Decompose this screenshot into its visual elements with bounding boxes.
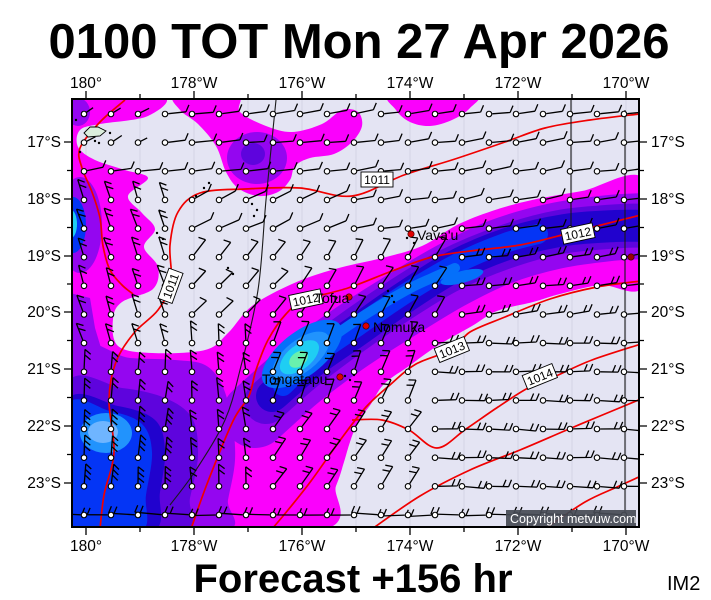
svg-text:22°S: 22°S: [651, 418, 685, 435]
svg-text:Vava'u: Vava'u: [417, 227, 458, 243]
svg-text:17°S: 17°S: [651, 134, 685, 151]
svg-text:Tongatapu: Tongatapu: [262, 371, 327, 387]
svg-text:176°W: 176°W: [279, 75, 326, 92]
svg-text:180°: 180°: [70, 75, 102, 92]
svg-text:23°S: 23°S: [27, 475, 61, 492]
svg-text:19°S: 19°S: [27, 248, 61, 265]
svg-text:20°S: 20°S: [27, 304, 61, 321]
svg-text:IM2: IM2: [667, 573, 700, 595]
svg-text:Copyright metvuw.com: Copyright metvuw.com: [510, 512, 636, 526]
svg-text:176°W: 176°W: [279, 538, 326, 555]
svg-text:22°S: 22°S: [27, 418, 61, 435]
svg-text:172°W: 172°W: [495, 538, 542, 555]
svg-text:174°W: 174°W: [387, 75, 434, 92]
svg-text:1012: 1012: [563, 224, 592, 243]
svg-text:172°W: 172°W: [495, 75, 542, 92]
svg-text:18°S: 18°S: [651, 191, 685, 208]
svg-text:170°W: 170°W: [603, 538, 650, 555]
svg-text:20°S: 20°S: [651, 304, 685, 321]
svg-text:1011: 1011: [364, 173, 390, 187]
svg-text:Nomuka: Nomuka: [373, 319, 425, 335]
svg-text:23°S: 23°S: [651, 475, 685, 492]
svg-text:178°W: 178°W: [171, 538, 218, 555]
svg-text:170°W: 170°W: [603, 75, 650, 92]
svg-text:0100 TOT Mon 27 Apr 2026: 0100 TOT Mon 27 Apr 2026: [49, 15, 670, 69]
svg-text:1012: 1012: [291, 290, 320, 309]
svg-text:21°S: 21°S: [27, 361, 61, 378]
svg-text:174°W: 174°W: [387, 538, 434, 555]
svg-text:18°S: 18°S: [27, 191, 61, 208]
svg-text:17°S: 17°S: [27, 134, 61, 151]
svg-text:21°S: 21°S: [651, 361, 685, 378]
svg-text:178°W: 178°W: [171, 75, 218, 92]
svg-text:Tofua: Tofua: [315, 290, 349, 306]
svg-text:19°S: 19°S: [651, 248, 685, 265]
svg-text:180°: 180°: [70, 538, 102, 555]
svg-text:Forecast +156 hr: Forecast +156 hr: [193, 557, 512, 600]
